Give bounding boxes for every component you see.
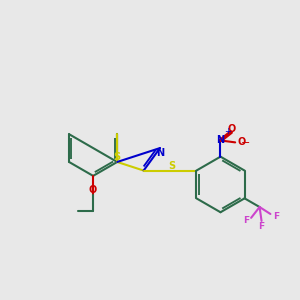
Text: F: F bbox=[259, 222, 265, 231]
Text: N: N bbox=[156, 148, 164, 158]
Text: S: S bbox=[114, 152, 121, 162]
Text: N: N bbox=[216, 135, 225, 146]
Text: O: O bbox=[237, 137, 245, 147]
Text: −: − bbox=[241, 138, 251, 148]
Text: F: F bbox=[273, 212, 279, 221]
Text: O: O bbox=[227, 124, 236, 134]
Text: O: O bbox=[89, 185, 97, 195]
Text: S: S bbox=[168, 160, 175, 170]
Text: F: F bbox=[243, 216, 249, 225]
Text: +: + bbox=[224, 128, 231, 136]
